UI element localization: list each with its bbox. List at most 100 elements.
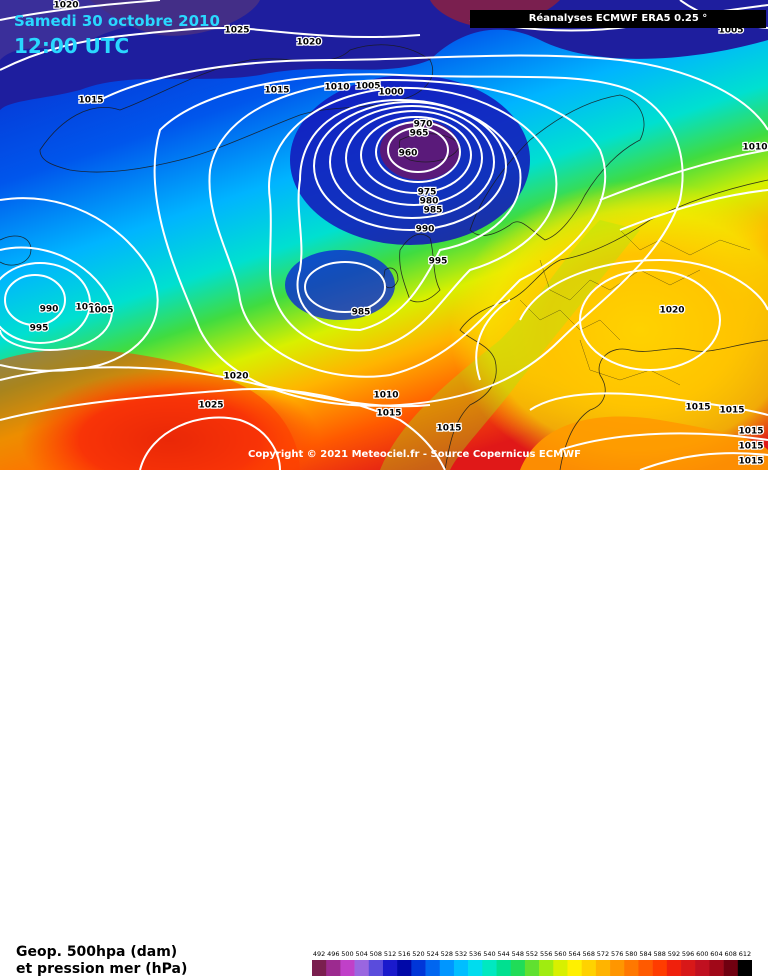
isobar-label: 1025 bbox=[198, 401, 223, 411]
scale-swatch bbox=[397, 960, 412, 976]
isobar-label: 1015 bbox=[738, 442, 763, 452]
scale-swatch bbox=[553, 960, 568, 976]
legend-line-pressure: et pression mer (hPa) bbox=[16, 961, 188, 977]
isobar-label: 970 bbox=[414, 120, 433, 130]
scale-tick-label: 544 bbox=[497, 950, 509, 958]
scale-tick-label: 568 bbox=[583, 950, 595, 958]
isobar-label: 995 bbox=[30, 324, 49, 334]
isobar-label: 975 bbox=[418, 188, 437, 198]
isobar-label: 1010 bbox=[324, 83, 349, 93]
isobar-label: 1005 bbox=[355, 82, 380, 92]
scale-tick-label: 560 bbox=[554, 950, 566, 958]
isobar-label: 990 bbox=[40, 305, 59, 315]
scale-swatch bbox=[638, 960, 653, 976]
scale-tick-label: 596 bbox=[682, 950, 694, 958]
isobar-label: 1010 bbox=[373, 391, 398, 401]
source-banner: Réanalyses ECMWF ERA5 0.25 ° bbox=[470, 10, 766, 28]
isobar-label: 1020 bbox=[223, 372, 248, 382]
scale-swatch bbox=[326, 960, 341, 976]
scale-tick-label: 576 bbox=[611, 950, 623, 958]
scale-tick-label: 604 bbox=[710, 950, 722, 958]
isobar-label: 1000 bbox=[378, 88, 403, 98]
scale-tick-label: 500 bbox=[341, 950, 353, 958]
scale-swatch bbox=[695, 960, 710, 976]
scale-tick-label: 520 bbox=[412, 950, 424, 958]
scale-tick-label: 524 bbox=[426, 950, 438, 958]
scale-tick-label: 592 bbox=[668, 950, 680, 958]
scale-tick-label: 540 bbox=[483, 950, 495, 958]
copyright-text: Copyright © 2021 Meteociel.fr - Source C… bbox=[248, 449, 581, 460]
isobar-label: 1015 bbox=[436, 424, 461, 434]
scale-swatch bbox=[652, 960, 668, 976]
scale-tick-label: 612 bbox=[739, 950, 751, 958]
scale-swatch bbox=[666, 960, 682, 976]
scale-swatch bbox=[681, 960, 696, 976]
scale-tick-label: 564 bbox=[568, 950, 580, 958]
scale-swatch bbox=[510, 960, 526, 976]
scale-swatch bbox=[368, 960, 384, 976]
isobar-label: 1015 bbox=[738, 457, 763, 467]
scale-swatch bbox=[453, 960, 469, 976]
scale-tick-label: 608 bbox=[724, 950, 736, 958]
scale-tick-label: 556 bbox=[540, 950, 552, 958]
scale-swatch bbox=[624, 960, 639, 976]
scale-swatch bbox=[340, 960, 355, 976]
scale-swatch bbox=[539, 960, 554, 976]
isobar-label: 985 bbox=[352, 308, 371, 318]
scale-swatch bbox=[411, 960, 426, 976]
isobar-label: 995 bbox=[429, 257, 448, 267]
isobar-label: 990 bbox=[416, 225, 435, 235]
scale-tick-label: 600 bbox=[696, 950, 708, 958]
legend-title: Geop. 500hpa (dam) et pression mer (hPa) bbox=[16, 944, 187, 978]
scale-swatch bbox=[439, 960, 455, 976]
scale-tick-label: 552 bbox=[526, 950, 538, 958]
isobar-label: 1015 bbox=[376, 409, 401, 419]
scale-tick-label: 584 bbox=[639, 950, 651, 958]
scale-swatch bbox=[567, 960, 582, 976]
isobar-label: 1000 bbox=[75, 303, 100, 313]
scale-tick-label: 496 bbox=[327, 950, 339, 958]
isobar-label: 1015 bbox=[685, 403, 710, 413]
scale-tick-label: 512 bbox=[384, 950, 396, 958]
isobar-label: 1010 bbox=[742, 143, 767, 153]
isobar-label: 985 bbox=[424, 206, 443, 216]
legend-footer: Geop. 500hpa (dam) et pression mer (hPa)… bbox=[0, 470, 768, 977]
map-date: Samedi 30 octobre 2010 bbox=[14, 12, 220, 30]
isobar-label: 960 bbox=[399, 149, 418, 159]
isobar-label: 1020 bbox=[659, 306, 684, 316]
isobar-label: 1005 bbox=[88, 306, 113, 316]
scale-tick-label: 508 bbox=[370, 950, 382, 958]
scale-tick-label: 528 bbox=[441, 950, 453, 958]
scale-swatch bbox=[354, 960, 370, 976]
isobar-label: 1015 bbox=[719, 406, 744, 416]
scale-swatch bbox=[737, 960, 752, 976]
map-time: 12:00 UTC bbox=[14, 34, 130, 58]
legend-line-geopotential: Geop. 500hpa (dam) bbox=[16, 944, 178, 960]
scale-swatch bbox=[524, 960, 540, 976]
isobar-label: 965 bbox=[410, 129, 429, 139]
isobar-label: 1015 bbox=[78, 96, 103, 106]
scale-tick-label: 532 bbox=[455, 950, 467, 958]
scale-swatch bbox=[709, 960, 724, 976]
scale-tick-label: 588 bbox=[654, 950, 666, 958]
scale-swatch bbox=[382, 960, 398, 976]
scale-swatch bbox=[610, 960, 625, 976]
isobar-label: 1015 bbox=[264, 86, 289, 96]
scale-tick-label: 548 bbox=[512, 950, 524, 958]
scale-tick-label: 580 bbox=[625, 950, 637, 958]
scale-tick-label: 536 bbox=[469, 950, 481, 958]
scale-swatch bbox=[595, 960, 611, 976]
color-scale: 492 496 500 504 508 512 516 520 524 528 532 536 540 5… bbox=[312, 950, 752, 976]
isobar-label: 980 bbox=[420, 197, 439, 207]
isobar-label: 1015 bbox=[738, 427, 763, 437]
scale-swatch bbox=[482, 960, 497, 976]
isobar-label: 1020 bbox=[296, 38, 321, 48]
isobar-label: 1020 bbox=[53, 1, 78, 11]
scale-swatch bbox=[468, 960, 483, 976]
scale-tick-label: 492 bbox=[313, 950, 325, 958]
scale-swatch bbox=[723, 960, 739, 976]
scale-tick-label: 516 bbox=[398, 950, 410, 958]
isobar-label: 1025 bbox=[224, 26, 249, 36]
